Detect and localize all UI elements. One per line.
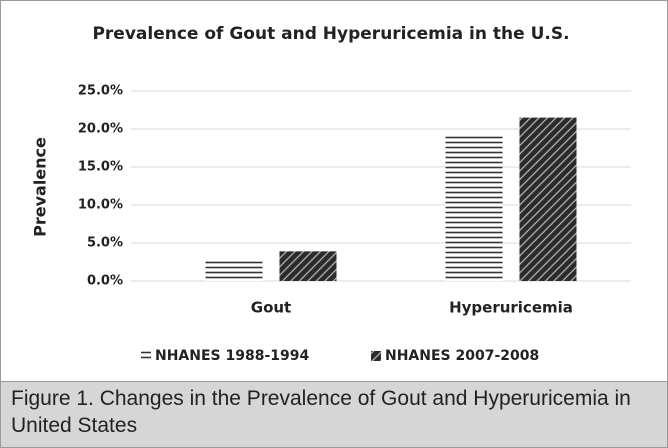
y-tick-label: 0.0% xyxy=(87,274,123,289)
x-tick-label: Gout xyxy=(251,299,291,317)
y-tick-label: 20.0% xyxy=(78,122,123,137)
y-tick-label: 25.0% xyxy=(78,84,123,99)
bar xyxy=(205,260,263,281)
y-tick-label: 5.0% xyxy=(87,236,123,251)
caption: Figure 1. Changes in the Prevalence of G… xyxy=(1,381,667,447)
legend-swatch xyxy=(371,351,381,361)
chart: Prevalence of Gout and Hyperuricemia in … xyxy=(31,24,631,364)
y-axis-label: Prevalence xyxy=(31,137,50,237)
legend-label: NHANES 1988-1994 xyxy=(155,348,310,364)
bar xyxy=(445,135,503,281)
y-tick-label: 10.0% xyxy=(78,198,123,213)
legend-swatch xyxy=(141,351,151,361)
bar xyxy=(279,251,337,281)
x-tick-label: Hyperuricemia xyxy=(449,299,573,317)
bar xyxy=(519,117,577,281)
chart-title: Prevalence of Gout and Hyperuricemia in … xyxy=(92,24,569,44)
legend-label: NHANES 2007-2008 xyxy=(385,348,539,364)
y-tick-label: 15.0% xyxy=(78,160,123,175)
